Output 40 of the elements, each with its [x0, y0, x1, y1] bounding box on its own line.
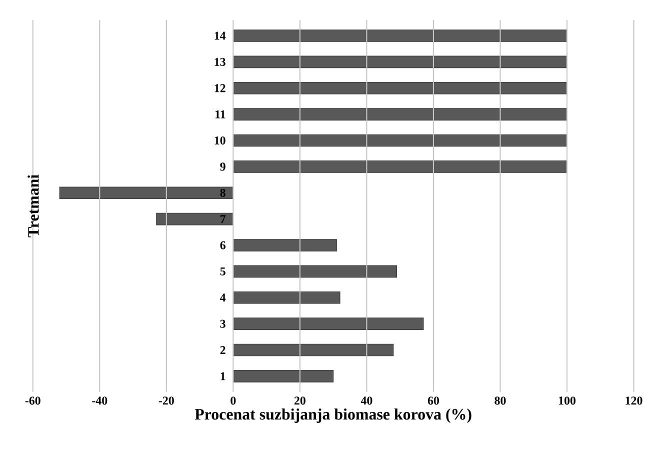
bar: [232, 239, 337, 252]
x-tick-label: 120: [626, 396, 642, 405]
bar: [232, 318, 424, 330]
y-tick-label: 1: [220, 372, 226, 380]
x-tick-label: 20: [294, 396, 306, 405]
x-axis-title: Procenat suzbijanja biomase korova (%): [194, 408, 472, 424]
bar: [232, 344, 394, 356]
y-tick-label: 2: [220, 346, 226, 354]
bar: [232, 30, 568, 42]
y-tick-label: 5: [220, 268, 226, 276]
y-tick-label: 6: [220, 241, 226, 250]
y-tick-label: 12: [214, 84, 226, 92]
bar: [232, 292, 340, 304]
bar: [232, 108, 568, 121]
x-tick-label: 60: [428, 396, 439, 405]
x-tick-label: 0: [230, 396, 236, 405]
bar: [232, 82, 568, 94]
y-tick-label: 9: [220, 162, 226, 171]
y-tick-label: 7: [220, 215, 226, 224]
y-tick-label: 13: [214, 58, 226, 66]
x-tick-label: 40: [360, 396, 372, 405]
bar: [59, 186, 234, 200]
x-tick-label: 100: [558, 396, 576, 405]
x-tick-label: -20: [158, 396, 174, 405]
bar: [232, 134, 568, 147]
x-tick-label: 80: [494, 396, 506, 405]
bar: [232, 370, 334, 382]
y-tick-label: 8: [220, 188, 226, 198]
y-tick-label: 11: [215, 110, 226, 118]
bar: [156, 213, 234, 226]
bar: [232, 265, 398, 278]
y-tick-label: 10: [214, 136, 226, 145]
bar: [232, 56, 568, 68]
y-axis-title: Tretmani: [28, 174, 39, 238]
y-tick-label: 4: [220, 294, 226, 302]
bar: [232, 160, 568, 173]
x-tick-label: -60: [25, 396, 40, 405]
y-tick-label: 14: [214, 32, 226, 40]
x-tick-label: -40: [92, 396, 108, 405]
y-tick-label: 3: [220, 320, 226, 328]
